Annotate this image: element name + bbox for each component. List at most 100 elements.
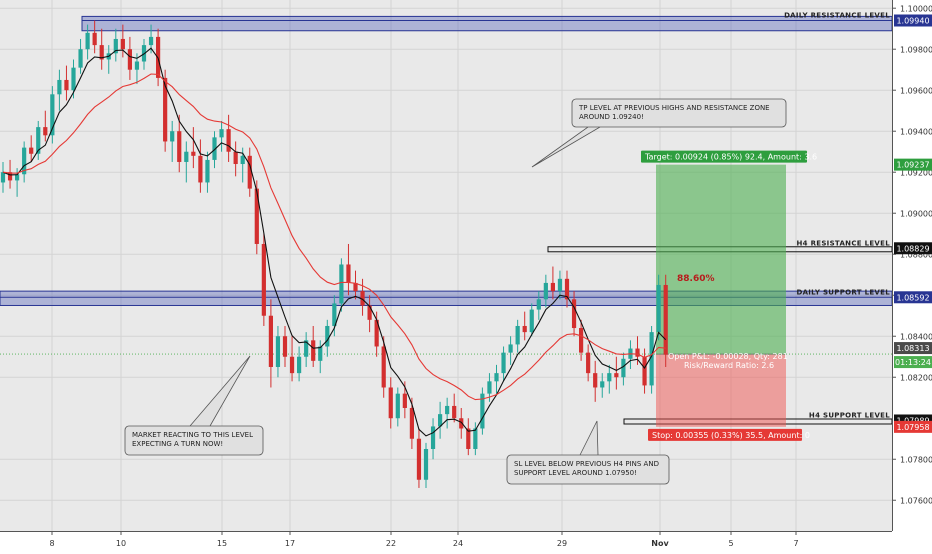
candle-body (36, 127, 41, 154)
progress-label: 88.60% (677, 274, 715, 284)
price-tag: 1.08829 (896, 244, 929, 253)
price-tag: 1.08592 (896, 293, 929, 302)
callout-box (571, 98, 787, 128)
candle-body (184, 151, 189, 162)
price-tag-bg (894, 158, 932, 171)
stop-zone (656, 354, 786, 427)
candle-body (452, 405, 457, 419)
candle-body (600, 381, 605, 388)
candle-body (191, 151, 196, 156)
candle-body (64, 79, 69, 91)
x-tick-label: 5 (728, 539, 733, 548)
candle-body (508, 344, 513, 353)
y-axis: 1.10000 1.09800 1.09600 1.09400 1.09200 1.090… (892, 0, 932, 531)
candle-body (487, 381, 492, 394)
candle-body (649, 332, 654, 386)
candle-body (614, 373, 619, 378)
candle-body (409, 407, 414, 439)
candle-body (120, 38, 125, 50)
candle-body (148, 36, 154, 46)
callout-text: EXPECTING A TURN NOW! (132, 440, 223, 448)
candle-body (50, 94, 55, 136)
candle-body (579, 328, 584, 353)
candle-body (529, 309, 534, 333)
candle-body (430, 426, 436, 449)
position-tool[interactable]: Target: 0.00924 (0.85%) 92.4, Amount: 3.… (0, 150, 892, 441)
candle-body (318, 346, 323, 361)
y-tick-label: 1.08200 (900, 374, 932, 383)
candle-body (7, 172, 13, 181)
candle-body (22, 147, 27, 175)
x-tick-label: 7 (793, 539, 798, 548)
candle-body (642, 356, 647, 386)
target-label: Target: 0.00924 (0.85%) 92.4, Amount: 3.… (644, 153, 817, 162)
price-tags: 1.099401.085921.088291.079891.092371.079… (894, 14, 932, 433)
candle-body (621, 358, 626, 378)
y-tick-label: 1.09600 (900, 87, 932, 96)
candle-body (332, 303, 337, 326)
candle-body (134, 61, 140, 70)
candle-body (304, 340, 309, 357)
level-label: H4 RESISTANCE LEVEL (797, 239, 891, 247)
candle-body (113, 38, 118, 54)
candle-body (297, 356, 302, 374)
candle-body (522, 325, 527, 333)
price-tag-bg (894, 242, 932, 255)
candle-body (99, 45, 104, 60)
candle-body (205, 159, 210, 183)
candle-body (367, 305, 372, 320)
price-tag: 1.08313 (896, 344, 929, 353)
candle-body (325, 325, 330, 347)
candle-body (170, 131, 175, 142)
callout-text: AROUND 1.09240! (579, 113, 644, 121)
candle-body (374, 319, 379, 347)
candle-body (261, 243, 266, 316)
candle-body (459, 418, 464, 429)
candle-body (353, 282, 358, 292)
callout-tail (531, 126, 601, 168)
callout-text: SUPPORT LEVEL AROUND 1.07950! (514, 469, 637, 477)
candle-body (15, 174, 20, 181)
x-tick-label: 15 (217, 539, 227, 548)
x-axis: 8 10 15 17 22 24 29 Nov 5 7 (0, 531, 892, 548)
candle-body (536, 299, 541, 310)
candle-body (550, 282, 555, 292)
chart-labels: DAILY RESISTANCE LEVEL DAILY SUPPORT LEVE… (784, 12, 890, 420)
y-tick-label: 1.07800 (900, 456, 932, 465)
candle-body (494, 373, 499, 382)
x-tick-label: 10 (116, 539, 126, 548)
candle-body (586, 352, 591, 374)
callouts: TP LEVEL AT PREVIOUS HIGHS AND RESISTANC… (124, 98, 787, 485)
callout-text: TP LEVEL AT PREVIOUS HIGHS AND RESISTANC… (578, 104, 770, 112)
candle-body (0, 172, 6, 183)
x-tick-label: 22 (386, 539, 396, 548)
candle-body (360, 291, 365, 306)
x-tick-label: 8 (49, 539, 54, 548)
candle-body (57, 79, 62, 95)
candle-body (212, 137, 217, 160)
level-label: H4 SUPPORT LEVEL (809, 411, 890, 419)
price-tag: 1.07958 (896, 423, 929, 432)
candle-body (163, 77, 168, 142)
callout-box (506, 454, 670, 485)
price-tag: 01:13:24 (895, 358, 931, 367)
candle-body (388, 387, 393, 419)
ema-slow-line (2, 73, 666, 401)
price-tag-bg (894, 342, 932, 355)
rr-label: Risk/Reward Ratio: 2.6 (684, 361, 774, 370)
y-tick-label: 1.08400 (900, 333, 932, 342)
candle-body (423, 448, 429, 480)
candle-body (198, 155, 203, 183)
candle-body (501, 352, 506, 374)
candle-body (339, 264, 344, 304)
candle-body (515, 325, 520, 345)
candle-body (543, 282, 548, 300)
x-tick-label: 17 (285, 539, 295, 548)
candle-body (466, 428, 471, 449)
candle-body (43, 127, 48, 136)
candle-body (247, 155, 252, 189)
candle-body (71, 67, 76, 91)
pnl-label: Open P&L: -0.00028, Qty: 281 (668, 352, 788, 361)
target-label-bg (641, 150, 807, 163)
